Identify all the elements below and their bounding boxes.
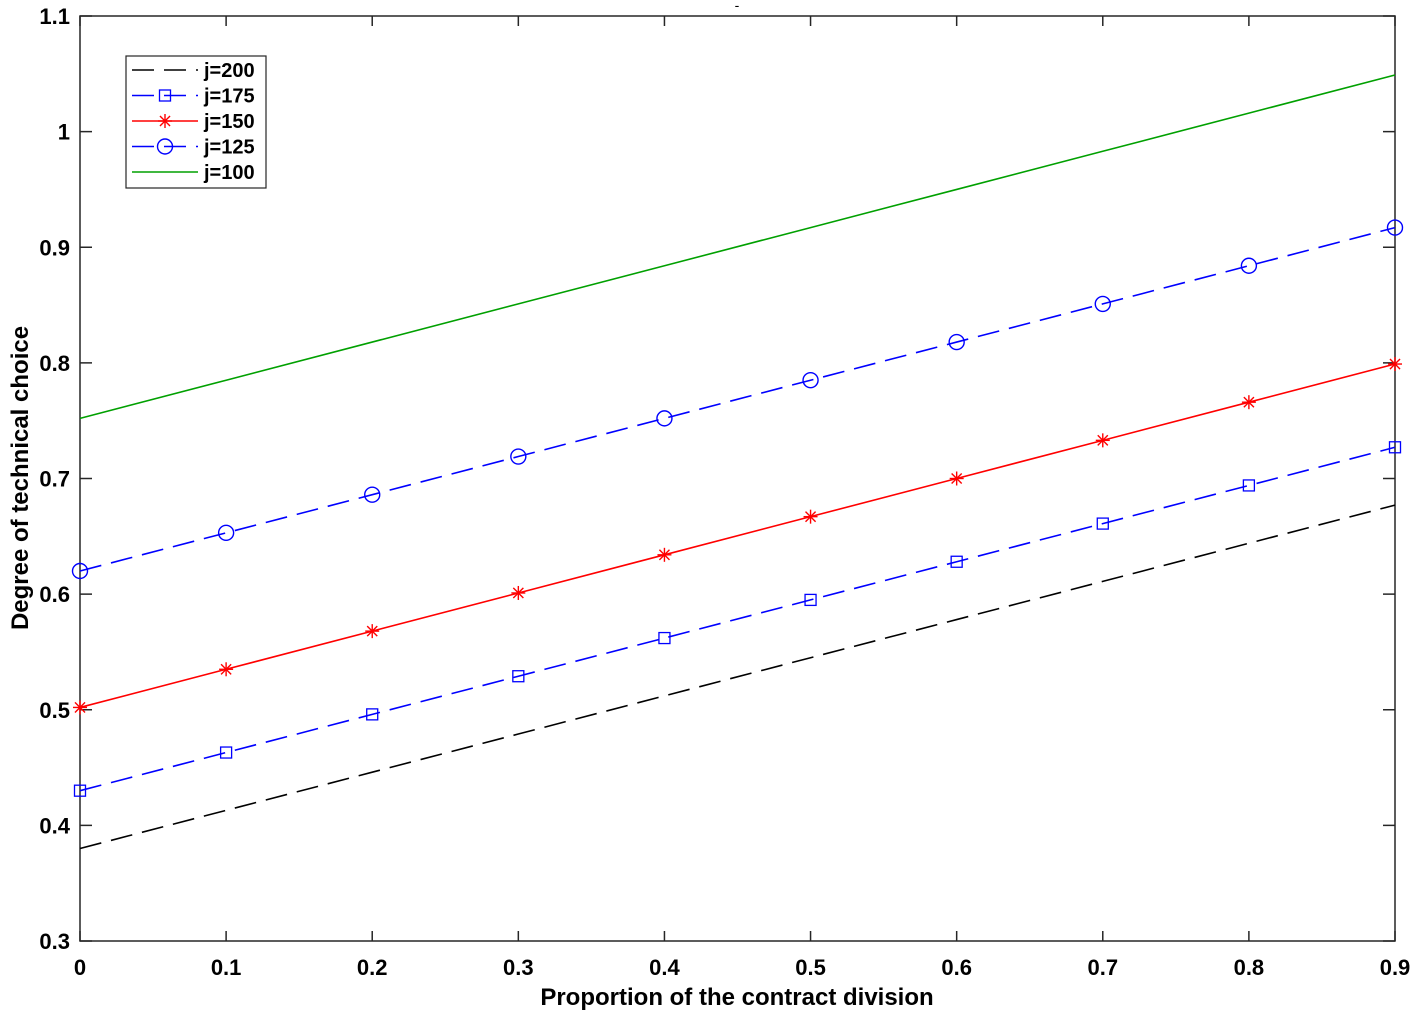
y-tick-label: 0.4 [39, 813, 70, 838]
data-point [217, 524, 235, 542]
series-j-125 [71, 219, 1404, 580]
data-point [219, 746, 233, 759]
legend-box [125, 55, 267, 189]
x-tick-label: 0.1 [211, 955, 242, 980]
data-point [510, 448, 527, 465]
data-point [802, 372, 819, 389]
x-tick-label: 0.9 [1380, 955, 1411, 980]
data-point [657, 547, 672, 562]
legend-item: j=100 [132, 162, 255, 184]
x-tick-label: 0.6 [941, 955, 972, 980]
legend: j=200 j=175 j=150 j=125 j=100 [125, 55, 267, 189]
data-point [658, 631, 671, 645]
data-point [1242, 479, 1256, 492]
legend-item: j=125 [132, 137, 255, 159]
y-tick-label: 0.3 [39, 929, 70, 954]
legend-label: j=150 [203, 111, 255, 133]
legend-label: j=125 [203, 137, 255, 159]
legend-label: j=100 [203, 162, 255, 184]
data-point [73, 784, 87, 797]
legend-marker [158, 114, 172, 128]
data-point [1386, 219, 1404, 236]
x-tick-label: 0.5 [795, 955, 826, 980]
data-point [950, 555, 963, 568]
data-point [512, 670, 525, 683]
data-point [1240, 257, 1258, 274]
data-point [948, 333, 965, 351]
data-point [511, 585, 526, 600]
y-tick-label: 0.7 [39, 467, 70, 492]
x-tick-label: 0.7 [1087, 955, 1118, 980]
series-line [79, 446, 1396, 792]
legend-item: j=175 [132, 86, 255, 108]
data-point [803, 509, 818, 524]
y-tick-label: 0.6 [39, 582, 70, 607]
y-tick-label: 0.5 [39, 698, 70, 723]
chart-title: - [735, 0, 740, 13]
x-tick-label: 0.2 [357, 955, 388, 980]
series-j-200 [79, 504, 1396, 850]
series-layer [71, 74, 1404, 850]
data-point [364, 486, 381, 503]
data-point [1241, 395, 1256, 410]
legend-label: j=200 [203, 60, 255, 82]
axis-ticks: 0 0.1 0.2 0.3 0.4 0.5 0.6 0.7 0.8 0.9 0.3 0.4 0.5 0.6… [39, 4, 1410, 980]
legend-item: j=150 [132, 111, 255, 133]
series-j-100 [79, 74, 1396, 420]
data-point [656, 410, 673, 427]
data-point [1388, 441, 1402, 454]
y-tick-label: 0.9 [39, 235, 70, 260]
data-point [804, 593, 817, 607]
series-j-150 [73, 357, 1402, 715]
data-point [71, 562, 89, 580]
data-point [1388, 357, 1402, 372]
series-line [79, 74, 1396, 420]
legend-marker [158, 89, 172, 102]
plot-area [79, 15, 1396, 942]
legend-label: j=175 [203, 86, 255, 108]
data-point [365, 624, 380, 639]
legend-item: j=200 [132, 60, 255, 82]
x-axis-title: Proportion of the contract division [540, 984, 933, 1011]
y-tick-label: 0.8 [39, 351, 70, 376]
series-j-175 [73, 441, 1402, 797]
series-line [79, 226, 1396, 572]
data-point [73, 700, 87, 715]
data-point [1094, 295, 1111, 313]
series-line [79, 504, 1396, 850]
series-line [79, 363, 1396, 709]
x-tick-label: 0.3 [503, 955, 534, 980]
x-tick-label: 0 [74, 955, 86, 980]
y-tick-label: 1.1 [39, 4, 70, 29]
legend-marker [156, 138, 174, 155]
data-point [1096, 517, 1109, 530]
x-tick-label: 0.8 [1234, 955, 1265, 980]
data-point [949, 471, 964, 486]
x-tick-label: 0.4 [649, 955, 680, 980]
data-point [366, 708, 379, 721]
y-axis-title: Degree of technical choice [7, 326, 34, 630]
data-point [1095, 433, 1110, 448]
y-tick-label: 1 [58, 120, 70, 145]
data-point [219, 662, 234, 677]
